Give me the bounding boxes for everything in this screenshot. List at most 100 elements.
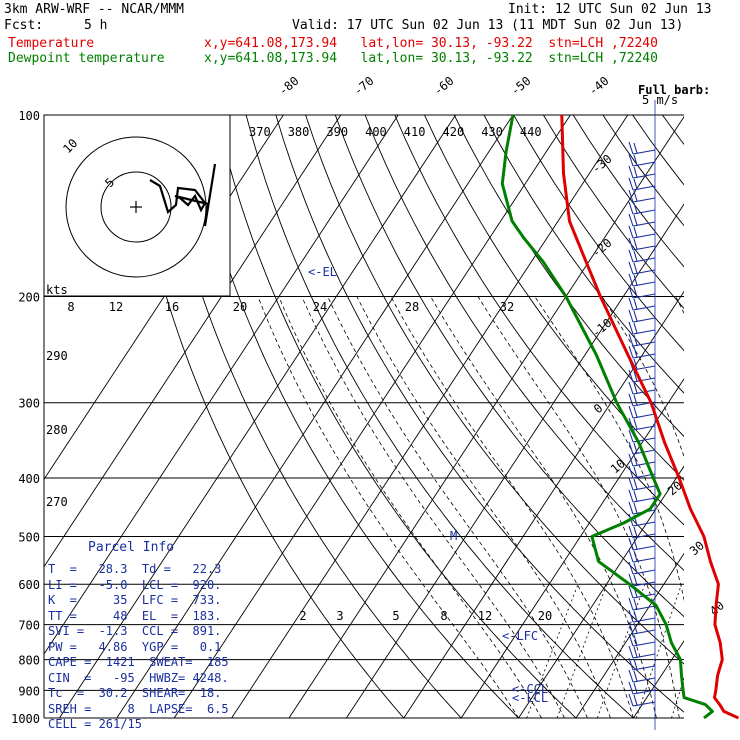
parcel-info-line: CELL = 261/15 (48, 717, 142, 731)
dry-adiabat (245, 115, 634, 718)
side-label: 280 (46, 423, 68, 437)
valid-time: Valid: 17 UTC Sun 02 Jun 13 (11 MDT Sun … (292, 18, 684, 33)
isotherm (231, 115, 629, 718)
isotherm-label: -50 (508, 74, 534, 99)
fcst-label: Fcst: (4, 18, 44, 33)
dry-adiabat (662, 115, 684, 145)
model-title: 3km ARW-WRF -- NCAR/MMM (4, 2, 185, 17)
wind-barb (628, 369, 656, 383)
isotherm (403, 290, 684, 718)
theta-e-label: 20 (233, 300, 247, 314)
wind-barb (628, 261, 656, 275)
moist-adiabat (278, 296, 542, 718)
dry-adiabat (453, 115, 684, 438)
dry-adiabat (632, 115, 684, 186)
wind-barb (628, 633, 656, 647)
isotherm (575, 552, 684, 718)
wind-barb (628, 345, 656, 359)
dry-adiabat (156, 115, 462, 718)
wind-barb (628, 549, 656, 563)
dry-adiabat (722, 115, 740, 718)
pressure-tick-label: 700 (18, 619, 40, 633)
isotherm (633, 640, 684, 718)
theta-label: 420 (443, 125, 465, 139)
theta-label: 400 (365, 125, 387, 139)
wind-barb (628, 333, 656, 347)
wind-barb (628, 537, 656, 551)
wind-barb (628, 237, 656, 251)
isotherm-label: -40 (586, 74, 612, 99)
wind-barb (628, 297, 656, 311)
theta-e-label: 8 (67, 300, 74, 314)
wind-barb (628, 381, 656, 395)
dry-adiabat (275, 115, 684, 713)
moist-adiabat (327, 296, 588, 718)
wind-barb (628, 225, 656, 239)
theta-e-label: 28 (405, 300, 419, 314)
wind-barb (628, 645, 656, 659)
wind-barb (628, 201, 656, 215)
isotherm (173, 115, 571, 718)
dry-adiabat (186, 115, 519, 718)
dry-adiabat (394, 115, 684, 526)
isotherm (346, 203, 684, 718)
theta-e-label: 32 (500, 300, 514, 314)
isotherm (116, 115, 514, 718)
wind-barb (628, 285, 656, 299)
parcel-info-line: K = 35 LFC = 733. (48, 593, 222, 607)
isotherm (44, 115, 399, 655)
wind-barb (628, 597, 656, 611)
parcel-info-line: Tc = 30.2 SHEAR= 18. (48, 686, 222, 700)
wind-barb (628, 153, 656, 167)
level-annotation: <-EL (308, 265, 337, 279)
level-annotation: <-CCL (512, 682, 548, 696)
isotherm (288, 115, 684, 718)
dewpoint-legend-label: Dewpoint temperature (8, 51, 165, 66)
wind-legend-line1: Full barb: (638, 83, 710, 97)
isotherm-label: -70 (351, 74, 377, 99)
wind-barb (628, 453, 656, 467)
parcel-info-line: SREH = 8 LAPSE= 6.5 (48, 701, 229, 716)
theta-label: 380 (288, 125, 310, 139)
mixing-ratio-label: 2 (299, 609, 306, 623)
wind-barb (628, 621, 656, 635)
hodograph-ring (100, 171, 172, 243)
dry-adiabat (513, 115, 684, 352)
pressure-tick-label: 100 (18, 109, 40, 123)
parcel-info-line: SVI = -1.3 CCL = 891. (48, 624, 222, 638)
parcel-info-line: T = 28.3 Td = 22.3 (48, 562, 222, 576)
wind-barb (628, 213, 656, 227)
mixing-ratio-label: 5 (392, 609, 399, 623)
wind-barb (628, 489, 656, 503)
theta-label: 410 (404, 125, 426, 139)
side-label: 270 (46, 495, 68, 509)
wind-barb (628, 525, 656, 539)
parcel-info-line: CAPE = 1421 SWEAT= 185 (48, 655, 229, 669)
wind-barb (628, 477, 656, 491)
wind-barb (628, 165, 656, 179)
theta-e-label: 24 (313, 300, 327, 314)
mixing-ratio-label: 8 (440, 609, 447, 623)
moist-adiabat (477, 296, 680, 718)
isotherm (59, 115, 456, 718)
mixing-ratio-label: 3 (336, 609, 343, 623)
isotherm (44, 115, 342, 568)
theta-e-label: 16 (165, 300, 179, 314)
dry-adiabat (334, 115, 684, 618)
isotherm-label: -60 (431, 74, 457, 99)
hodograph-ring (65, 136, 207, 278)
theta-label: 370 (249, 125, 271, 139)
mixing-ratio-label: 12 (478, 609, 492, 623)
theta-label: 440 (520, 125, 542, 139)
wind-barb (628, 321, 656, 335)
parcel-info-line: CIN = -95 HWBZ= 4248. (48, 670, 229, 685)
wind-barb (628, 141, 656, 155)
wind-barb (628, 693, 656, 707)
mixing-ratio-line (671, 677, 684, 718)
pressure-tick-label: 300 (18, 397, 40, 411)
mixing-ratio-line (556, 584, 608, 718)
pressure-tick-label: 400 (18, 472, 40, 486)
wind-barb (628, 189, 656, 203)
theta-label: 430 (481, 125, 503, 139)
